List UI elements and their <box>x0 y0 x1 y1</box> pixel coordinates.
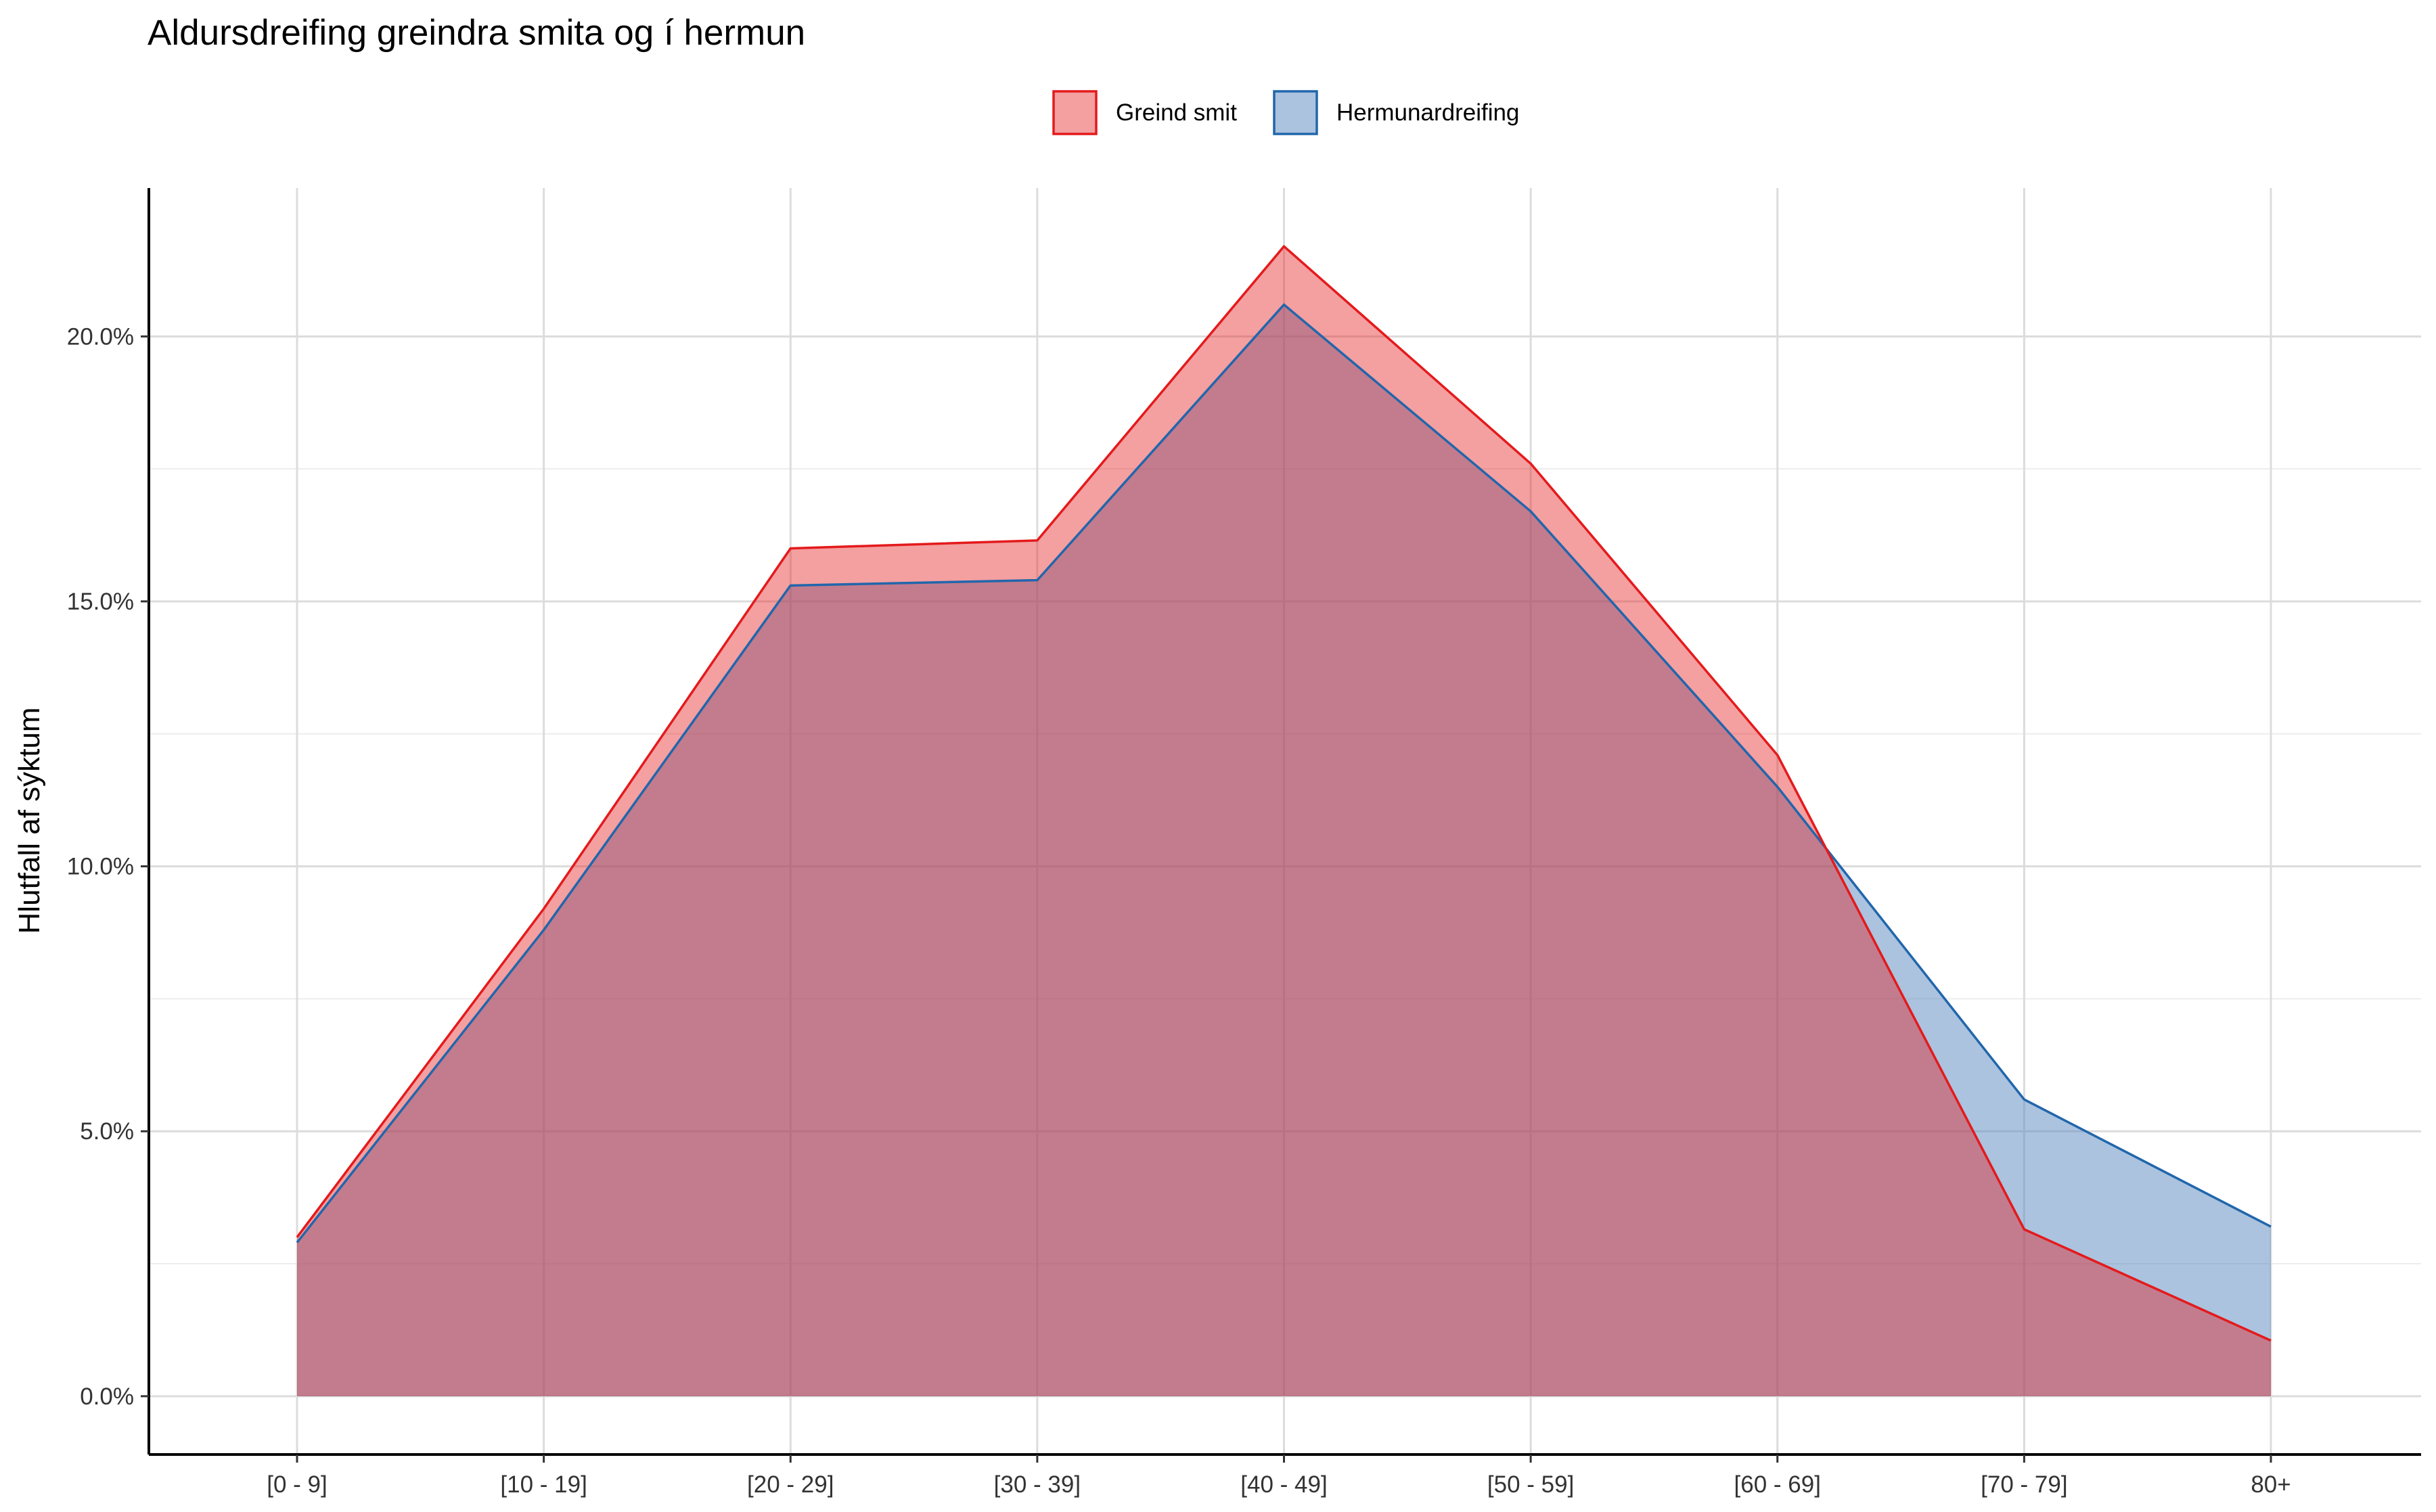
series-areas <box>297 246 2271 1396</box>
x-tick-label: [0 - 9] <box>267 1471 327 1498</box>
y-tick-label: 15.0% <box>67 589 134 615</box>
x-tick-label: [60 - 69] <box>1734 1471 1821 1498</box>
chart-title: Aldursdreifing greindra smita og í hermu… <box>148 13 805 53</box>
axes <box>141 188 2421 1463</box>
x-tick-label: [10 - 19] <box>500 1471 587 1498</box>
legend-label-greind-smit: Greind smit <box>1116 99 1237 126</box>
x-tick-label: [50 - 59] <box>1487 1471 1574 1498</box>
y-tick-labels: 0.0% 5.0% 10.0% 15.0% 20.0% <box>67 323 134 1410</box>
y-tick-label: 0.0% <box>80 1383 134 1410</box>
y-tick-label: 5.0% <box>80 1118 134 1145</box>
y-tick-label: 20.0% <box>67 323 134 350</box>
area-hermunardreifing <box>297 304 2271 1396</box>
legend-key-greind-smit <box>1052 90 1098 135</box>
x-tick-label: [70 - 79] <box>1981 1471 2067 1498</box>
y-tick-label: 10.0% <box>67 854 134 880</box>
legend: Greind smit Hermunardreifing <box>1052 90 1519 135</box>
line-hermunardreifing <box>296 303 2272 1243</box>
x-tick-labels: [0 - 9] [10 - 19] [20 - 29] [30 - 39] [40 - … <box>267 1471 2291 1498</box>
legend-key-hermunardreifing <box>1273 90 1318 135</box>
x-tick-label: 80+ <box>2251 1471 2291 1498</box>
series-lines <box>296 245 2272 1342</box>
y-axis-title: Hlutfall af sýktum <box>13 708 46 934</box>
area-greind-smit <box>297 246 2271 1396</box>
legend-label-hermunardreifing: Hermunardreifing <box>1336 99 1519 126</box>
x-tick-label: [40 - 49] <box>1240 1471 1327 1498</box>
x-tick-label: [20 - 29] <box>747 1471 834 1498</box>
line-greind-smit <box>296 245 2272 1342</box>
x-tick-label: [30 - 39] <box>994 1471 1081 1498</box>
